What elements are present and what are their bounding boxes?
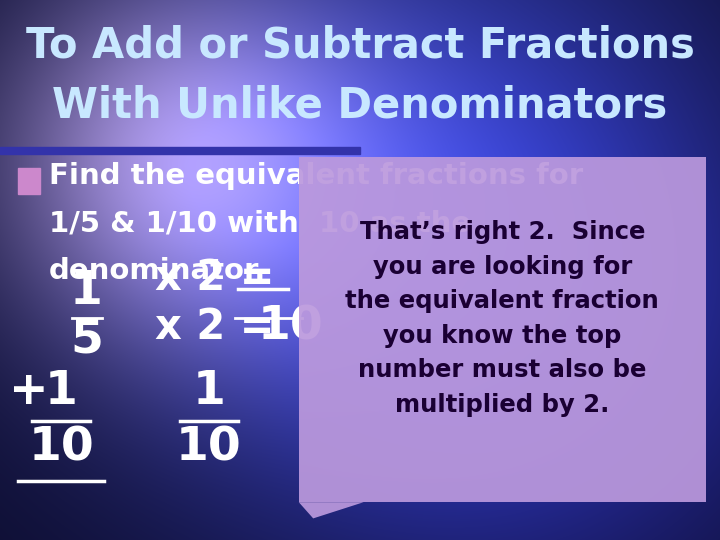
Text: 10: 10 xyxy=(258,304,323,349)
Text: 1: 1 xyxy=(70,269,103,314)
Text: To Add or Subtract Fractions: To Add or Subtract Fractions xyxy=(26,25,694,67)
Text: With Unlike Denominators: With Unlike Denominators xyxy=(53,84,667,126)
Bar xyxy=(18,168,40,194)
Text: 5: 5 xyxy=(70,318,103,363)
FancyBboxPatch shape xyxy=(299,157,706,502)
Polygon shape xyxy=(299,502,364,518)
Text: 1/5 & 1/10 with  10 as the: 1/5 & 1/10 with 10 as the xyxy=(49,210,471,238)
Text: x 2 =: x 2 = xyxy=(155,257,274,299)
Text: x 2 =: x 2 = xyxy=(155,306,274,348)
Text: That’s right 2.  Since
you are looking for
the equivalent fraction
you know the : That’s right 2. Since you are looking fo… xyxy=(346,220,659,417)
Text: +: + xyxy=(9,369,49,414)
Text: 1: 1 xyxy=(192,369,225,414)
Text: Find the equivalent fractions for: Find the equivalent fractions for xyxy=(49,162,583,190)
Text: 10: 10 xyxy=(176,426,242,471)
Text: 1: 1 xyxy=(45,369,78,414)
Text: 10: 10 xyxy=(28,426,94,471)
Bar xyxy=(0,147,360,154)
Text: denominator.: denominator. xyxy=(49,257,266,285)
